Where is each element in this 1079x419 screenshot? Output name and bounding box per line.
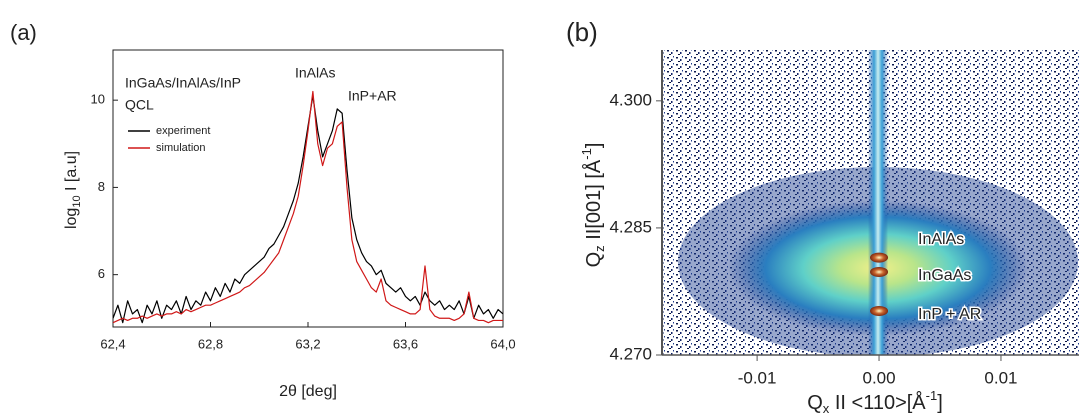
y-tick-label: 4.285 — [609, 217, 652, 236]
peak-label: InP + AR — [918, 306, 981, 323]
x-tick-label: 63,6 — [393, 336, 418, 351]
y-axis-label: log10 I [a.u] — [63, 151, 83, 229]
map-background — [662, 50, 1079, 355]
x-label-sub: x — [823, 401, 830, 416]
streak — [868, 50, 888, 355]
x-label-end: ] — [937, 392, 943, 414]
x-tick-label: 62,8 — [198, 336, 223, 351]
y-tick-label: 6 — [98, 266, 105, 281]
y-tick-label: 4.270 — [609, 344, 652, 363]
y-tick-label: 8 — [98, 179, 105, 194]
x-label-sup: -1 — [926, 388, 938, 403]
y-axis-label: Qz II[001] [Å-1] — [579, 143, 607, 268]
x-tick-label: 64,0 — [490, 336, 515, 351]
x-label-rest: II <110>[Å — [829, 391, 926, 414]
y-tick-label: 10 — [91, 92, 105, 107]
legend-label: experiment — [156, 125, 210, 137]
y-label-sub: z — [592, 245, 607, 252]
panel-label: (a) — [10, 20, 37, 45]
y-label-rest: II[001] [Å — [582, 159, 605, 245]
x-tick-label: 0.01 — [984, 368, 1017, 387]
annotation: InAlAs — [295, 65, 335, 81]
x-label-main: Q — [807, 392, 823, 414]
peak-label: InGaAs — [918, 267, 971, 284]
plot-frame — [112, 49, 504, 328]
panel-a: (a) InGaAs/InAlAs/InP QCL InAlAs InP+AR … — [10, 20, 516, 400]
y-label-sup: -1 — [579, 148, 594, 160]
x-tick-label: 62,4 — [100, 336, 125, 351]
annotation: InP+AR — [348, 88, 397, 104]
x-tick-label: -0.01 — [738, 368, 777, 387]
peak — [870, 266, 889, 277]
y-label-main: log — [63, 208, 80, 229]
series-line — [113, 90, 503, 324]
x-tick-label: 63,2 — [295, 336, 320, 351]
peak-label: InAlAs — [918, 231, 964, 248]
peak — [870, 305, 889, 316]
y-label-rest: I [a.u] — [63, 151, 80, 195]
x-tick-label: 0.00 — [862, 368, 895, 387]
y-label-end: ] — [583, 143, 605, 149]
plot-area — [113, 90, 503, 324]
annotation: QCL — [125, 97, 154, 113]
panel-label: (b) — [566, 17, 598, 47]
annotation: InGaAs/InAlAs/InP — [125, 75, 241, 91]
peak — [870, 252, 889, 263]
y-label-sub: 10 — [71, 195, 83, 207]
x-axis-label: Qx II <110>[Å-1] — [807, 388, 943, 416]
panel-b: (b) Qz II[001] [Å-1] Qx II <110>[Å-1] -0… — [566, 17, 1079, 416]
y-tick-label: 4.300 — [609, 90, 652, 109]
x-axis-label: 2θ [deg] — [279, 383, 337, 400]
legend-label: simulation — [156, 142, 206, 154]
y-label-main: Q — [583, 252, 605, 268]
